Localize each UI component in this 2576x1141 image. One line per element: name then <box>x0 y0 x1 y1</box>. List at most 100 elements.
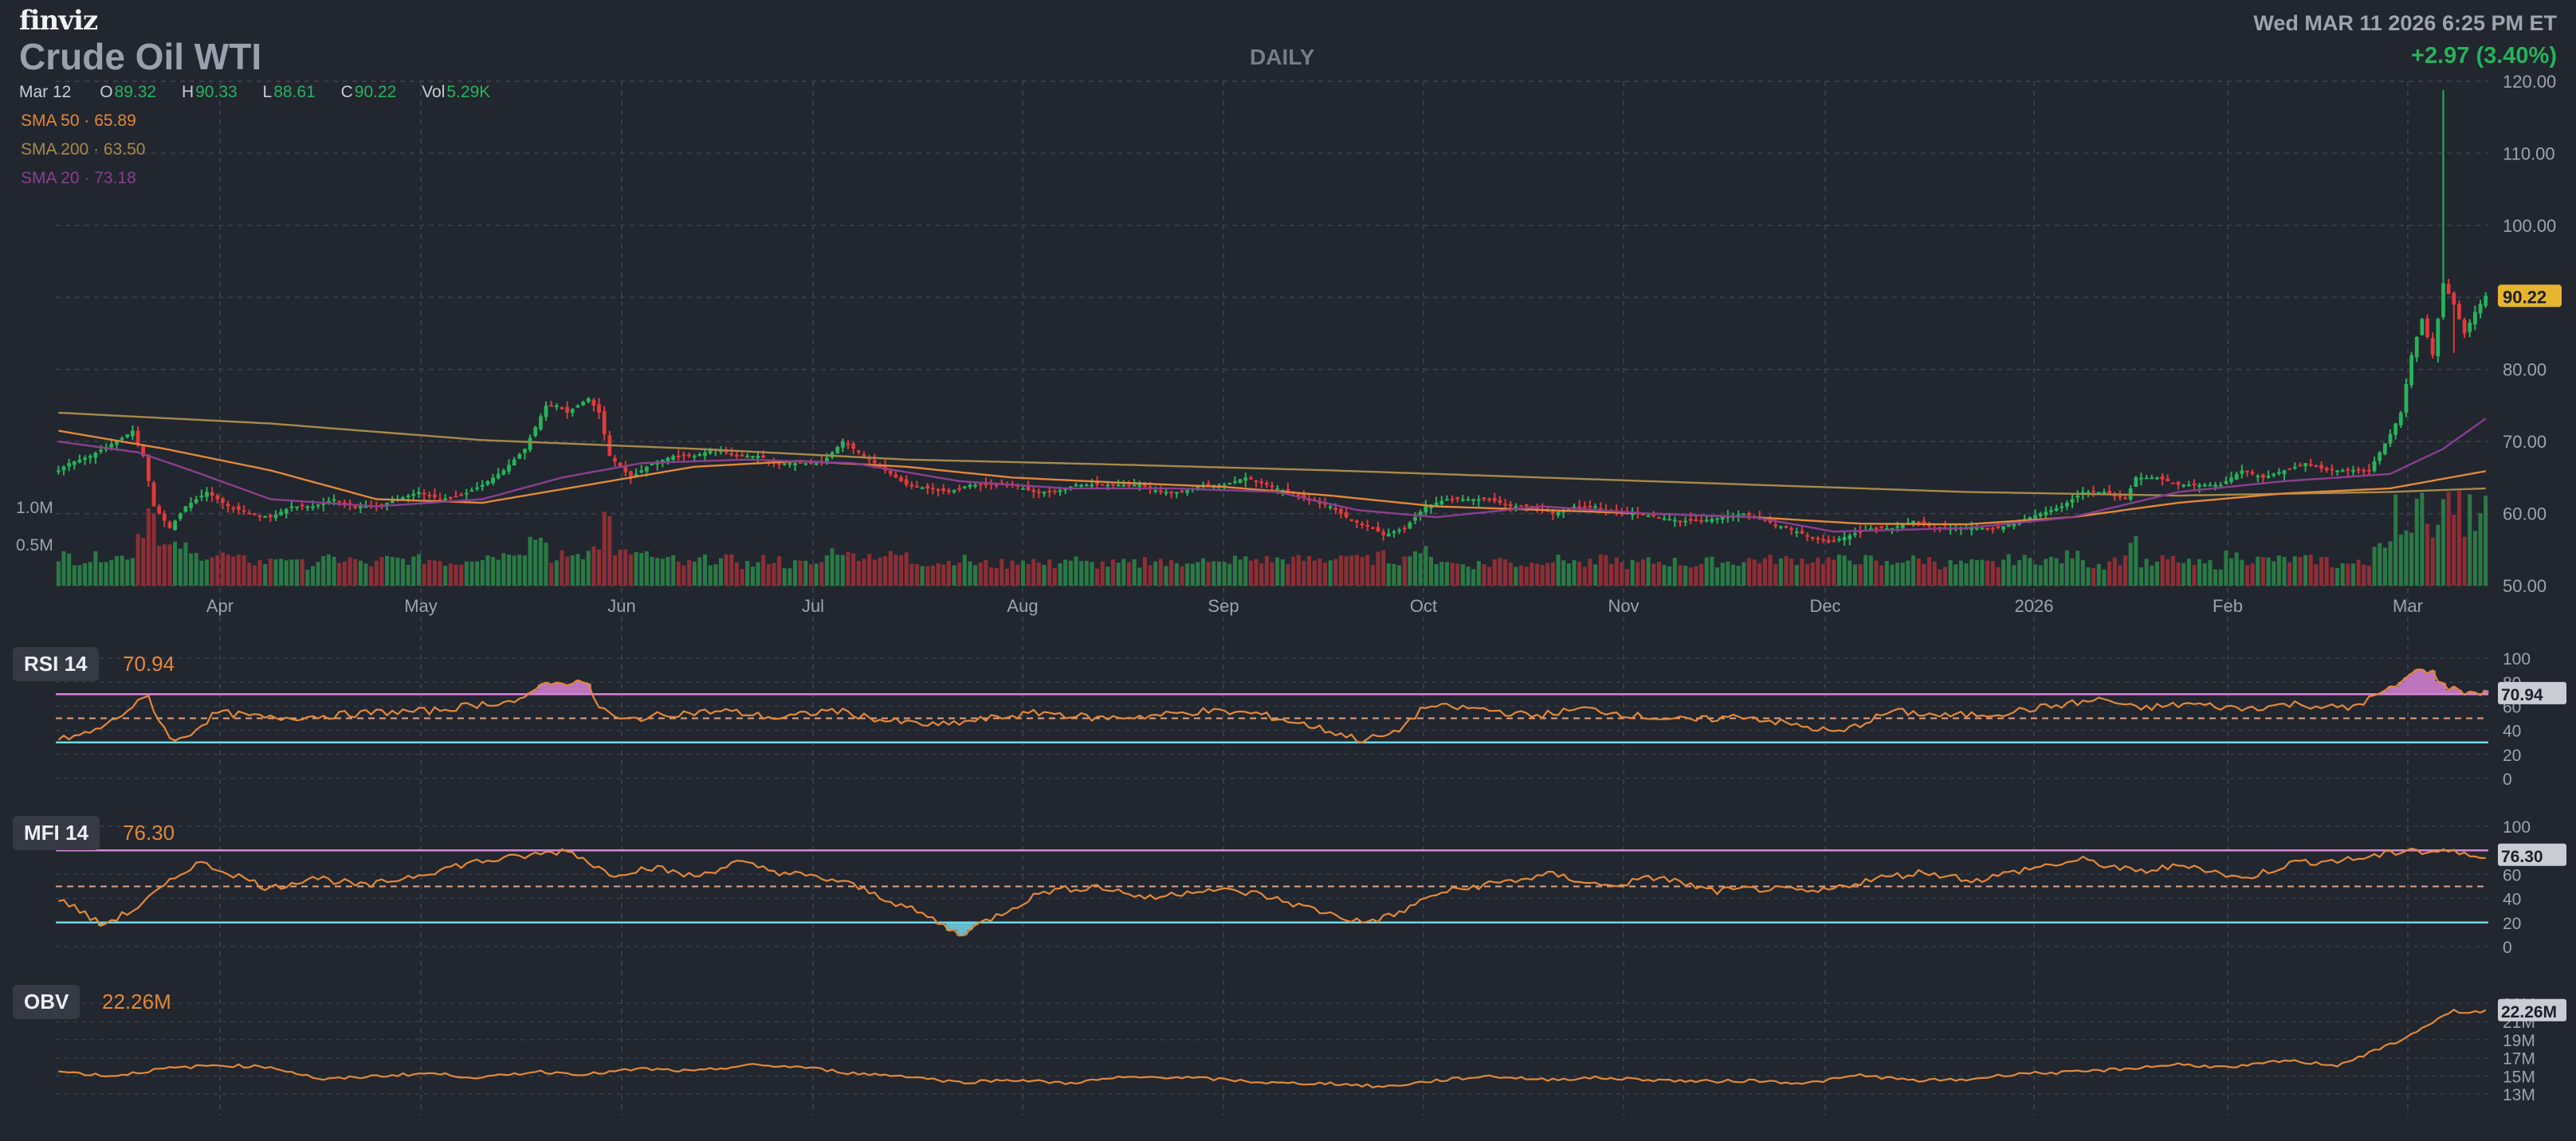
mfi-label[interactable]: MFI 14 <box>13 816 100 850</box>
x-tick-label: Feb <box>2213 596 2243 616</box>
rsi-label[interactable]: RSI 14 <box>13 647 99 681</box>
legend-sma50[interactable]: SMA 50 · 65.89 <box>21 112 136 130</box>
volume-bar <box>2032 564 2038 586</box>
candle-body <box>2335 470 2339 472</box>
legend-sma20[interactable]: SMA 20 · 73.18 <box>21 169 136 187</box>
volume-bar <box>252 565 257 586</box>
volume-bar <box>1932 561 1937 586</box>
volume-bar <box>427 559 432 586</box>
volume-bar <box>215 555 220 586</box>
volume-bar <box>1296 555 1301 586</box>
volume-bar <box>777 556 782 586</box>
volume-bar <box>2006 554 2011 586</box>
volume-bar <box>2366 565 2371 586</box>
candle-body <box>687 454 691 457</box>
volume-bar <box>1699 563 1704 586</box>
volume-tick-label: 1.0M <box>16 499 53 517</box>
volume-bar <box>1620 562 1624 586</box>
candle-body <box>2012 522 2016 527</box>
finviz-logo[interactable]: finviz <box>19 5 98 37</box>
candle-body <box>1514 506 1518 508</box>
candle-body <box>2351 470 2355 472</box>
candle-body <box>2430 338 2435 355</box>
candle-body <box>93 453 98 458</box>
candle-body <box>2245 470 2249 472</box>
candle-body <box>2266 476 2271 478</box>
candle-body <box>1328 506 1333 508</box>
candle-body <box>2060 506 2064 508</box>
volume-bar <box>2330 567 2334 586</box>
volume-bar <box>167 544 172 586</box>
volume-bar <box>1794 565 1799 586</box>
volume-bar <box>2414 498 2419 586</box>
volume-bar <box>257 559 262 586</box>
volume-bar <box>1503 559 1508 586</box>
candle-body <box>1450 499 1455 501</box>
obv-badge <box>2498 998 2566 1021</box>
candle-body <box>363 506 368 508</box>
obv-label[interactable]: OBV <box>13 985 80 1019</box>
candle-body <box>1445 499 1449 501</box>
volume-bar <box>671 555 676 586</box>
candle-body <box>1884 527 1889 531</box>
legend-sma200[interactable]: SMA 200 · 63.50 <box>21 140 146 159</box>
volume-bar <box>332 556 336 586</box>
volume-bar <box>1572 559 1577 586</box>
volume-bar <box>2075 551 2080 586</box>
candle-body <box>1143 482 1147 487</box>
candle-body <box>1349 519 1354 521</box>
candle-body <box>2393 423 2398 435</box>
volume-bar <box>681 565 686 586</box>
volume-bar <box>1757 563 1762 586</box>
volume-bar <box>946 560 951 586</box>
last-price-badge <box>2498 284 2562 308</box>
volume-bar <box>1736 566 1741 586</box>
volume-bar <box>1201 558 1206 586</box>
candle-body <box>1927 523 1931 527</box>
volume-bar <box>1598 554 1603 586</box>
volume-bar <box>1810 562 1815 586</box>
candle-body <box>809 461 813 464</box>
candle-body <box>2378 452 2382 461</box>
candle-body <box>570 409 575 414</box>
volume-bar <box>602 512 607 586</box>
volume-bar <box>1026 563 1031 586</box>
x-tick-label: Sep <box>1208 596 1239 616</box>
candle-body <box>920 487 925 489</box>
volume-bar <box>2086 567 2091 586</box>
candle-body <box>1174 492 1179 494</box>
volume-bar <box>2388 541 2393 586</box>
candle-body <box>1598 508 1603 510</box>
volume-bar <box>787 568 792 586</box>
candle-body <box>528 437 532 450</box>
volume-bar <box>1333 559 1338 586</box>
sma20-value: 73.18 <box>94 169 136 187</box>
candle-body <box>2044 512 2048 516</box>
candle-body <box>586 398 591 402</box>
volume-bar <box>618 549 622 586</box>
candle-body <box>575 405 580 408</box>
candle-body <box>1153 490 1158 492</box>
volume-bar <box>2112 557 2117 586</box>
period-label[interactable]: DAILY <box>1250 45 1315 69</box>
candle-body <box>2446 284 2451 294</box>
y-tick-label: 100.00 <box>2503 216 2556 236</box>
volume-bar <box>533 539 538 586</box>
candle-body <box>1641 513 1645 516</box>
volume-bar <box>1397 565 1402 586</box>
volume-bar <box>1312 560 1317 586</box>
candle-body <box>454 496 458 498</box>
candle-body <box>2472 312 2477 325</box>
volume-bar <box>464 561 469 586</box>
volume-bar <box>204 559 210 586</box>
volume-bar <box>835 555 840 586</box>
candle-body <box>2314 465 2319 468</box>
candle-body <box>862 454 866 457</box>
indicator-line-rsi <box>57 669 2487 743</box>
candle-body <box>311 506 315 508</box>
candle-body <box>167 522 172 528</box>
candle-body <box>1974 527 1979 530</box>
candle-body <box>745 456 750 458</box>
volume-bar <box>1349 555 1354 586</box>
volume-bar <box>1667 566 1672 586</box>
